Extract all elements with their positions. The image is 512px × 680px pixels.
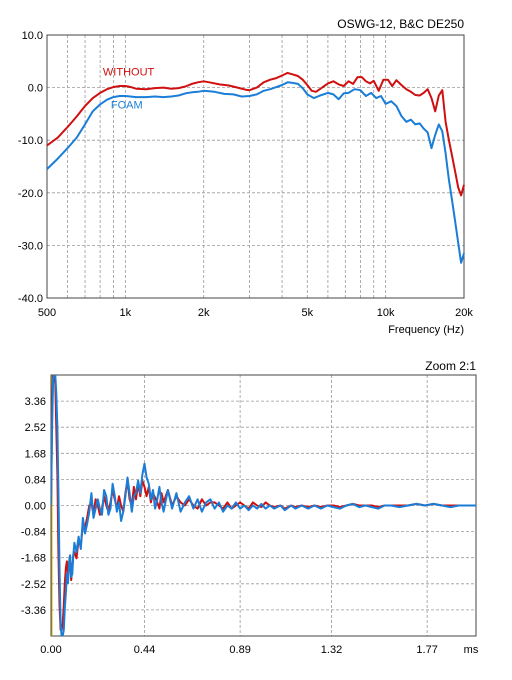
y-tick-label: 1.68 (25, 448, 46, 460)
y-tick-label: -30.0 (18, 240, 43, 252)
x-tick-label: 1.32 (321, 644, 342, 656)
x-tick-label: 1k (120, 307, 132, 319)
series-line-blue (51, 375, 476, 636)
annotation-label: WITHOUT (103, 67, 155, 79)
x-tick-label: 0.44 (134, 644, 155, 656)
x-tick-label: 500 (38, 307, 56, 319)
series-line-blue (46, 81, 465, 264)
x-tick-label: 0.00 (40, 644, 61, 656)
chart-title: OSWG-12, B&C DE250 (337, 17, 464, 31)
annotation-label: FOAM (111, 100, 143, 112)
y-tick-label: -40.0 (18, 293, 43, 305)
y-tick-label: 3.36 (25, 396, 46, 408)
y-tick-label: -2.52 (21, 579, 46, 591)
y-tick-label: -20.0 (18, 188, 43, 200)
chart-title: Zoom 2:1 (425, 359, 476, 373)
plot-frame (46, 34, 465, 299)
x-tick-label: 0.89 (229, 644, 250, 656)
x-axis-label: Frequency (Hz) (388, 324, 464, 336)
y-tick-label: -0.84 (21, 527, 46, 539)
series-line-red (46, 71, 465, 197)
y-tick-label: -1.68 (21, 553, 46, 565)
x-tick-label: 1.77 (416, 644, 437, 656)
x-tick-label: ms (464, 644, 479, 656)
y-tick-label: -3.36 (21, 605, 46, 617)
y-tick-label: 0.00 (25, 501, 46, 513)
y-tick-label: 0.0 (28, 83, 43, 95)
x-tick-label: 10k (377, 307, 395, 319)
impulse-response-chart: 3.36 2.52 1.68 0.84 0.00 -0.84 -1.68 -2.52 -3.36… (21, 359, 479, 656)
x-tick-label: 20k (455, 307, 473, 319)
y-tick-label: 2.52 (25, 422, 46, 434)
y-tick-label: 0.84 (25, 474, 46, 486)
frequency-response-chart: 10.0 0.0 -10.0 -20.0 -30.0 -40.0 500 1k 2k 5k 10k 2… (18, 17, 473, 336)
y-tick-label: 10.0 (22, 30, 43, 42)
x-tick-label: 2k (198, 307, 210, 319)
x-tick-label: 5k (301, 307, 313, 319)
y-tick-label: -10.0 (18, 135, 43, 147)
